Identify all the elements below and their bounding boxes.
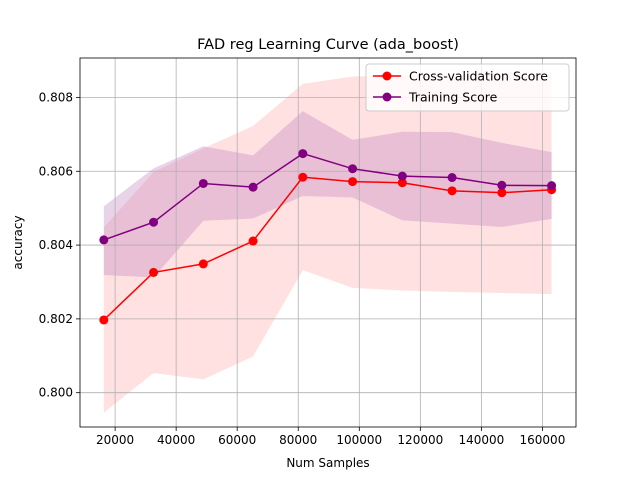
series-1-point-6 xyxy=(397,171,407,181)
x-tick-label-2: 60000 xyxy=(218,433,256,447)
y-axis-label: accuracy xyxy=(11,215,25,269)
series-1-point-8 xyxy=(497,180,507,190)
series-1-point-0 xyxy=(99,235,109,245)
plot-area xyxy=(80,58,576,427)
series-0-point-5 xyxy=(348,177,358,187)
legend-label-cross-validation: Cross-validation Score xyxy=(409,69,548,84)
axis-ticks: 20000 40000 60000 80000 100000 120000 140000 16… xyxy=(39,90,566,447)
legend-frame xyxy=(365,63,570,112)
confidence-band-0 xyxy=(103,72,552,413)
series-0-point-4 xyxy=(298,172,308,182)
series-0-point-3 xyxy=(248,236,258,246)
series-1-point-5 xyxy=(348,164,358,174)
series-line-1 xyxy=(103,152,552,241)
x-tick-label-7: 160000 xyxy=(520,433,566,447)
series-0-point-0 xyxy=(99,315,109,325)
legend-marker-cross-validation xyxy=(382,71,392,81)
legend-label-training: Training Score xyxy=(408,90,498,105)
y-tick-label-2: 0.804 xyxy=(39,238,73,252)
series-0-point-2 xyxy=(198,259,208,269)
series-1-point-2 xyxy=(198,178,208,188)
chart-title: FAD reg Learning Curve (ada_boost) xyxy=(197,37,459,53)
x-tick-label-5: 120000 xyxy=(397,433,443,447)
x-tick-label-4: 100000 xyxy=(336,433,382,447)
series-1-point-7 xyxy=(447,173,457,183)
y-tick-label-1: 0.802 xyxy=(39,312,73,326)
y-tick-label-4: 0.808 xyxy=(39,90,73,104)
y-tick-label-3: 0.806 xyxy=(39,164,73,178)
legend-marker-training xyxy=(382,92,392,102)
series-1-point-1 xyxy=(149,217,159,227)
series-1-point-3 xyxy=(248,182,258,192)
y-tick-label-0: 0.800 xyxy=(39,386,73,400)
x-tick-label-3: 80000 xyxy=(279,433,317,447)
series-1-point-9 xyxy=(547,181,557,191)
legend: Cross-validation Score Training Score xyxy=(365,63,570,112)
series-0-point-8 xyxy=(497,188,507,198)
x-tick-label-0: 20000 xyxy=(96,433,134,447)
series-1-point-4 xyxy=(298,149,308,159)
x-tick-label-1: 40000 xyxy=(157,433,195,447)
confidence-band-1 xyxy=(103,111,552,278)
series-0-point-6 xyxy=(397,178,407,188)
x-tick-label-6: 140000 xyxy=(458,433,504,447)
x-axis-label: Num Samples xyxy=(286,456,369,470)
series-0-point-1 xyxy=(149,267,159,277)
series-line-0 xyxy=(103,176,552,321)
series-0-point-7 xyxy=(447,186,457,196)
axes-frame xyxy=(79,57,577,428)
